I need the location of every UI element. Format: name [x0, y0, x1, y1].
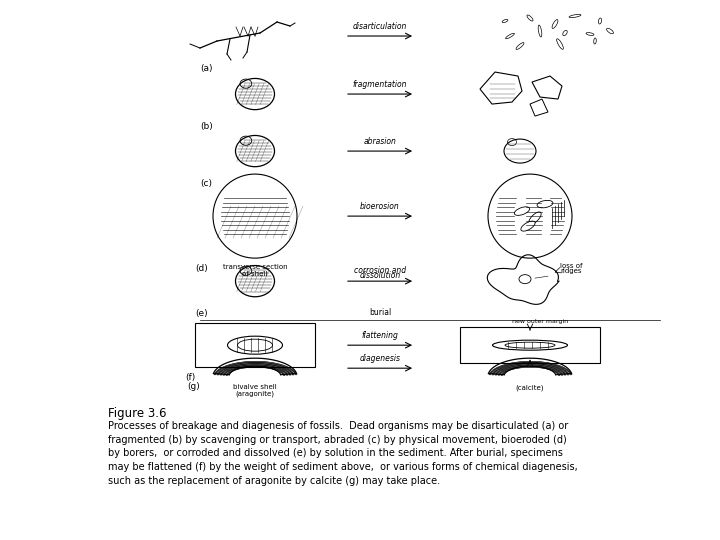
- Bar: [195, 323, 315, 367]
- Text: ridges: ridges: [560, 268, 582, 274]
- Text: bioerosion: bioerosion: [360, 202, 400, 211]
- Text: diagenesis: diagenesis: [359, 354, 400, 363]
- Text: new outer margin: new outer margin: [512, 319, 568, 324]
- Ellipse shape: [519, 275, 531, 284]
- Text: transverse section: transverse section: [222, 264, 287, 270]
- Bar: [460, 327, 600, 363]
- Text: (f): (f): [185, 373, 195, 382]
- Text: (e): (e): [195, 309, 207, 318]
- Text: (aragonite): (aragonite): [235, 390, 274, 397]
- Text: corrosion and: corrosion and: [354, 266, 406, 275]
- Ellipse shape: [514, 207, 530, 215]
- Text: by borers,  or corroded and dissolved (e) by solution in the sediment. After bur: by borers, or corroded and dissolved (e)…: [108, 449, 563, 458]
- Ellipse shape: [521, 221, 535, 231]
- Text: Figure 3.6: Figure 3.6: [108, 407, 166, 420]
- Text: may be flattened (f) by the weight of sediment above,  or various forms of chemi: may be flattened (f) by the weight of se…: [108, 462, 577, 472]
- Text: abrasion: abrasion: [364, 137, 397, 146]
- Text: (calcite): (calcite): [516, 384, 544, 391]
- Text: fragmented (b) by scavenging or transport, abraded (c) by physical movement, bio: fragmented (b) by scavenging or transpor…: [108, 435, 567, 445]
- Text: Processes of breakage and diagenesis of fossils.  Dead organisms may be disartic: Processes of breakage and diagenesis of …: [108, 421, 568, 431]
- Text: loss of: loss of: [560, 263, 582, 269]
- Text: such as the replacement of aragonite by calcite (g) may take place.: such as the replacement of aragonite by …: [108, 476, 440, 485]
- Text: of shell: of shell: [243, 271, 268, 277]
- Text: (b): (b): [200, 122, 212, 131]
- Text: (c): (c): [200, 179, 212, 188]
- Text: burial: burial: [369, 308, 391, 317]
- Text: dissolution: dissolution: [359, 271, 400, 280]
- Text: (a): (a): [200, 64, 212, 73]
- Text: (d): (d): [195, 264, 208, 273]
- Text: disarticulation: disarticulation: [353, 22, 408, 31]
- Text: bivalve shell: bivalve shell: [233, 384, 277, 390]
- Ellipse shape: [528, 212, 541, 224]
- Text: fragmentation: fragmentation: [353, 80, 408, 89]
- Ellipse shape: [537, 200, 553, 208]
- Text: flattening: flattening: [361, 331, 398, 340]
- Text: (g): (g): [187, 382, 199, 391]
